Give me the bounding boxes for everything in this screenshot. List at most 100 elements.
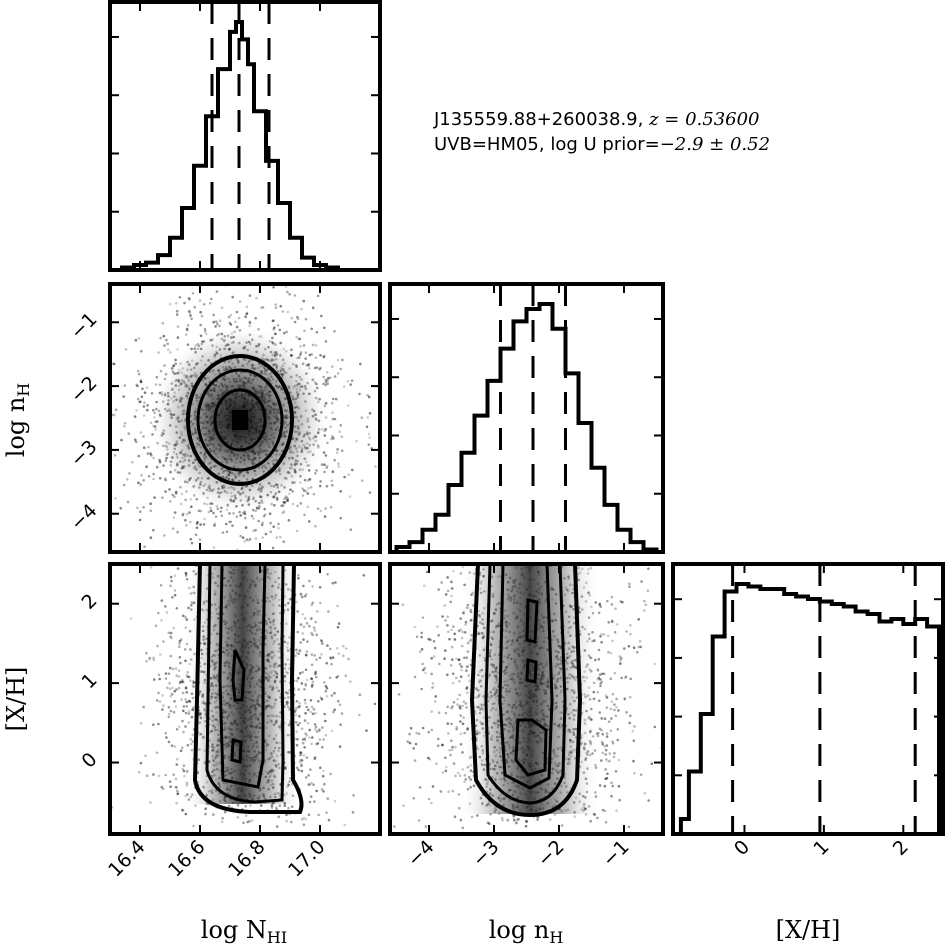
sample-point (191, 291, 195, 295)
sample-point (149, 566, 153, 569)
sample-point (175, 757, 179, 761)
sample-point (135, 576, 138, 579)
sample-point (136, 506, 139, 510)
sample-point (203, 327, 207, 331)
sample-point (245, 311, 249, 315)
sample-point (365, 425, 369, 429)
sample-point (314, 755, 317, 759)
sample-point (142, 479, 145, 482)
sample-point (260, 272, 263, 275)
sample-point (157, 673, 161, 677)
sample-point (187, 297, 191, 300)
sample-point (169, 709, 173, 713)
sample-point (560, 531, 563, 534)
sample-point (161, 321, 165, 325)
sample-point (320, 652, 323, 656)
sample-point (517, 540, 520, 543)
sample-point (256, 556, 259, 559)
sample-point (143, 401, 146, 404)
sample-point (173, 511, 177, 514)
sample-point (272, 328, 275, 331)
sample-point (374, 465, 377, 468)
sample-point (311, 306, 315, 310)
sample-point (153, 496, 156, 499)
sample-point (149, 801, 152, 804)
sample-point (305, 650, 309, 653)
sample-point (224, 544, 227, 547)
sample-point (227, 558, 230, 561)
sample-point (244, 814, 248, 817)
sample-point (445, 624, 449, 627)
sample-point (113, 413, 116, 417)
sample-point (326, 573, 329, 576)
sample-point (290, 534, 293, 537)
sample-point (639, 645, 642, 649)
sample-point (319, 601, 322, 605)
sample-point (173, 589, 177, 592)
contour-middle (196, 368, 284, 472)
sample-point (161, 708, 164, 711)
sample-point (310, 508, 313, 511)
sample-point (268, 560, 271, 563)
sample-point (161, 694, 164, 697)
sample-point (553, 813, 557, 817)
sample-point (607, 650, 610, 654)
sample-point (204, 812, 207, 816)
sample-point (254, 519, 257, 522)
sample-point (315, 366, 319, 369)
sample-point (581, 489, 584, 492)
sample-point (214, 320, 218, 323)
sample-point (276, 324, 280, 327)
sample-point (314, 356, 318, 360)
sample-point (258, 558, 261, 561)
sample-point (163, 344, 166, 347)
sample-point (303, 688, 306, 691)
sample-point (301, 670, 304, 674)
sample-point (149, 452, 152, 455)
sample-point (174, 667, 178, 670)
sample-point (177, 686, 181, 690)
sample-point (166, 686, 169, 690)
sample-point (124, 348, 128, 351)
sample-point (412, 384, 415, 387)
sample-point (164, 731, 168, 735)
sample-point (324, 378, 328, 382)
sample-point (303, 737, 307, 741)
sample-point (549, 526, 552, 529)
sample-point (316, 610, 319, 613)
sample-point (186, 324, 190, 327)
sample-point (320, 463, 324, 466)
sample-point (287, 806, 290, 810)
sample-point (310, 705, 314, 709)
panel-XH-vs-logN (110, 508, 377, 828)
sample-point (171, 596, 174, 599)
sample-point (308, 728, 312, 732)
sample-point (223, 810, 227, 814)
sample-point (293, 320, 297, 324)
sample-point (181, 691, 185, 695)
sample-point (249, 532, 252, 535)
sample-point (333, 458, 337, 462)
sample-point (302, 823, 306, 826)
sample-point (158, 477, 162, 480)
sample-point (188, 311, 192, 315)
sample-point (181, 513, 185, 517)
sample-point (302, 545, 305, 548)
sample-point (183, 301, 186, 305)
sample-point (144, 754, 147, 758)
sample-point (358, 392, 361, 396)
sample-point (335, 676, 339, 679)
sample-point (319, 766, 322, 770)
sample-point (155, 751, 159, 755)
sample-point (305, 678, 309, 682)
sample-point (169, 654, 173, 658)
sample-point (609, 677, 613, 680)
sample-point (274, 303, 278, 306)
sample-point (202, 523, 206, 526)
density-peak (232, 410, 248, 430)
sample-point (308, 520, 311, 523)
sample-point (170, 693, 174, 696)
sample-point (408, 732, 411, 736)
sample-point (279, 304, 283, 308)
sample-point (433, 700, 437, 703)
